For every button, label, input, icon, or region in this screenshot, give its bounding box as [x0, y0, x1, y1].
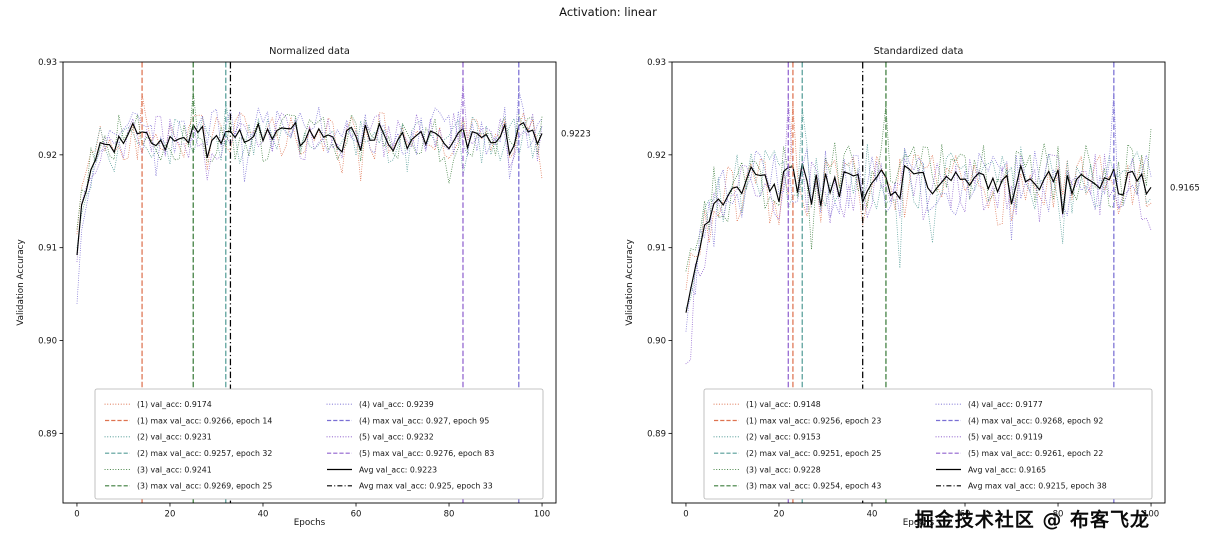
subplot-normalized: 0 20 40 60 80 100 0.89 0.90 0.91 0.92 0.93 Normaliz… [16, 46, 591, 528]
subplot-title: Standardized data [874, 46, 964, 57]
y-axis-label: Validation Accuracy [625, 239, 635, 325]
legend-box [94, 388, 544, 500]
subplot-standardized: 0 20 40 60 80 100 0.89 0.90 0.91 0.92 0.93 Standard… [625, 46, 1200, 528]
legend-label: (5) val_acc: 0.9232 [359, 433, 434, 442]
y-tick-label: 0.92 [38, 151, 57, 161]
avg-val-acc-line [76, 121, 543, 256]
y-tick-label: 0.89 [38, 429, 57, 439]
legend-label: (5) val_acc: 0.9119 [968, 433, 1043, 442]
subplot-title: Normalized data [269, 46, 350, 57]
x-tick-label: 60 [960, 510, 971, 520]
legend-label: (4) max val_acc: 0.927, epoch 95 [359, 416, 489, 425]
legend-label: (2) val_acc: 0.9153 [746, 433, 821, 442]
y-tick-label: 0.93 [38, 58, 57, 68]
legend-label: (4) val_acc: 0.9177 [968, 400, 1043, 409]
val-acc-line-(3) [76, 90, 543, 230]
x-tick-label: 40 [867, 510, 878, 520]
y-tick-label: 0.91 [38, 244, 57, 254]
y-tick-label: 0.91 [647, 244, 666, 254]
legend-label: (1) val_acc: 0.9174 [137, 400, 212, 409]
figure-title: Activation: linear [559, 5, 657, 19]
x-axis-label: Epochs [294, 518, 326, 528]
legend-label: Avg val_acc: 0.9223 [359, 465, 437, 474]
y-tick-label: 0.93 [647, 58, 666, 68]
axes-spines [62, 61, 557, 504]
legend: (1) val_acc: 0.9174 (1) max val_acc: 0.92… [94, 388, 544, 500]
legend-label: (3) max val_acc: 0.9269, epoch 25 [137, 482, 272, 491]
legend-label: (5) max val_acc: 0.9261, epoch 22 [968, 449, 1103, 458]
x-tick-label: 20 [774, 510, 785, 520]
val-acc-line-(2) [76, 101, 543, 249]
x-tick-label: 80 [1053, 510, 1064, 520]
legend-label: (2) max val_acc: 0.9251, epoch 25 [746, 449, 881, 458]
val-acc-line-(4) [685, 91, 1152, 332]
legend-label: Avg val_acc: 0.9165 [968, 465, 1046, 474]
y-tick-label: 0.90 [38, 337, 57, 347]
watermark: 掘金技术社区 @ 布客飞龙 [914, 509, 1150, 531]
legend-label: (4) max val_acc: 0.9268, epoch 92 [968, 416, 1103, 425]
avg-final-annotation: 0.9165 [1170, 183, 1200, 193]
x-tick-label: 80 [444, 510, 455, 520]
val-acc-line-(5) [76, 84, 543, 263]
x-tick-label: 60 [351, 510, 362, 520]
x-tick-label: 100 [1143, 510, 1159, 520]
legend-label: (3) max val_acc: 0.9254, epoch 43 [746, 482, 881, 491]
legend-label: Avg max val_acc: 0.9215, epoch 38 [968, 482, 1107, 491]
val-acc-line-(3) [685, 104, 1152, 272]
avg-val-acc-line [685, 163, 1152, 313]
val-acc-line-(1) [685, 102, 1152, 290]
y-tick-label: 0.90 [647, 337, 666, 347]
axes-spines [671, 61, 1166, 504]
avg-final-annotation: 0.9223 [561, 129, 591, 139]
legend-label: (1) max val_acc: 0.9266, epoch 14 [137, 416, 272, 425]
y-tick-label: 0.89 [647, 429, 666, 439]
x-axis-label: Epochs [903, 518, 935, 528]
legend-label: (1) val_acc: 0.9148 [746, 400, 821, 409]
legend-label: (3) val_acc: 0.9228 [746, 465, 821, 474]
val-acc-line-(1) [76, 93, 543, 235]
legend-label: (4) val_acc: 0.9239 [359, 400, 434, 409]
legend-label: (5) max val_acc: 0.9276, epoch 83 [359, 449, 494, 458]
legend-label: (2) val_acc: 0.9231 [137, 433, 212, 442]
legend-label: (1) max val_acc: 0.9256, epoch 23 [746, 416, 881, 425]
y-axis-label: Validation Accuracy [16, 239, 26, 325]
x-tick-label: 0 [74, 510, 79, 520]
x-tick-label: 100 [534, 510, 550, 520]
y-tick-label: 0.92 [647, 151, 666, 161]
legend-label: (3) val_acc: 0.9241 [137, 465, 212, 474]
legend: (1) val_acc: 0.9148 (1) max val_acc: 0.92… [703, 388, 1153, 500]
legend-label: (2) max val_acc: 0.9257, epoch 32 [137, 449, 272, 458]
x-tick-label: 0 [683, 510, 688, 520]
x-tick-label: 20 [165, 510, 176, 520]
x-tick-label: 40 [258, 510, 269, 520]
legend-label: Avg max val_acc: 0.925, epoch 33 [359, 482, 493, 491]
legend-box [703, 388, 1153, 500]
